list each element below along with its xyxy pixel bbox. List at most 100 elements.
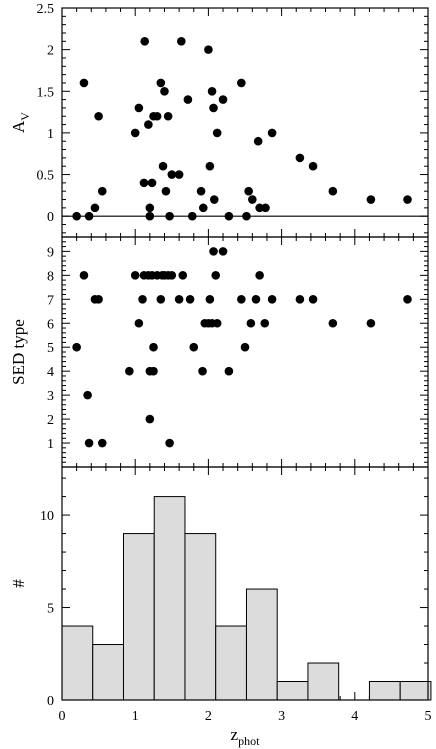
y-tick-label: 5 — [47, 602, 54, 617]
data-point — [209, 195, 219, 204]
data-point — [134, 318, 144, 328]
y-tick-label: 0.5 — [37, 169, 55, 184]
y-tick-label: 1 — [47, 127, 54, 142]
x-tick-label: 4 — [351, 709, 358, 724]
y-axis-label: AV — [9, 112, 32, 133]
panels: 0 0.5 1 1.5 2 2.5 AV 1 2 3 4 5 6 7 8 9 SED type 0 5 10 #0 1 2 3… — [9, 2, 432, 748]
data-point — [130, 271, 140, 280]
data-point — [139, 178, 149, 188]
y-tick-label: 0 — [47, 210, 54, 225]
data-point — [267, 294, 277, 304]
data-point — [255, 271, 264, 280]
data-point — [163, 111, 173, 121]
data-point — [218, 95, 228, 104]
x-axis-label-sub: phot — [238, 734, 260, 748]
data-point — [149, 342, 158, 352]
x-tick-label: 1 — [132, 709, 139, 724]
panel-frame — [61, 236, 429, 468]
data-point — [212, 128, 222, 138]
data-point — [403, 195, 412, 204]
data-point — [145, 414, 155, 424]
data-point — [160, 86, 169, 96]
histogram-bar — [92, 644, 124, 701]
histogram-bar — [184, 533, 217, 701]
data-point — [240, 342, 250, 352]
data-point — [261, 203, 270, 213]
data-point — [328, 186, 338, 196]
data-point — [72, 211, 81, 221]
data-point — [167, 170, 177, 179]
data-point — [140, 37, 150, 46]
y-axis-label: # — [9, 579, 28, 588]
y-tick-label: 8 — [47, 269, 54, 284]
data-point — [174, 170, 184, 179]
y-tick-label: 0 — [47, 694, 54, 709]
histogram-bar — [307, 662, 340, 701]
data-point — [224, 211, 234, 221]
data-point — [174, 294, 184, 304]
y-tick-label: 3 — [47, 389, 54, 404]
y-tick-label: 1 — [47, 437, 54, 452]
data-point — [83, 390, 92, 400]
histogram-bar — [215, 625, 247, 701]
data-point — [134, 103, 144, 113]
panel-1: 0 0.5 1 1.5 2 2.5 AV — [9, 2, 429, 238]
data-point — [161, 186, 171, 196]
data-point — [145, 203, 155, 213]
data-point — [144, 120, 153, 129]
data-point — [84, 438, 94, 448]
y-tick-label: 5 — [47, 341, 54, 356]
data-point — [366, 195, 376, 204]
data-point — [248, 195, 257, 204]
data-point — [125, 366, 134, 376]
histogram-bar — [122, 533, 155, 701]
histogram-bar — [153, 496, 186, 701]
y-axis-label-main: # — [9, 579, 28, 588]
y-tick-label: 4 — [47, 365, 54, 380]
data-point — [295, 294, 305, 304]
data-point — [94, 294, 103, 304]
y-axis-label: SED type — [9, 319, 28, 385]
panel-frame — [61, 466, 429, 701]
y-tick-label: 1.5 — [37, 85, 55, 100]
data-point — [224, 366, 234, 376]
data-point — [295, 153, 305, 163]
y-tick-label: 2.5 — [37, 2, 55, 17]
x-tick-label: 0 — [59, 709, 66, 724]
data-point — [84, 211, 94, 221]
data-point — [237, 294, 246, 304]
x-axis-label-main: z — [231, 725, 239, 744]
data-point — [189, 342, 199, 352]
data-point — [165, 211, 174, 221]
data-point — [79, 78, 89, 88]
histogram-bar — [61, 625, 94, 701]
data-point — [130, 128, 140, 138]
data-point — [198, 203, 208, 213]
data-point — [97, 438, 107, 448]
data-point — [165, 438, 174, 448]
data-point — [177, 37, 186, 46]
data-point — [167, 271, 177, 280]
data-point — [90, 203, 100, 213]
y-axis-label-sub: V — [18, 112, 32, 121]
data-point — [242, 211, 251, 221]
y-tick-label: 6 — [47, 317, 54, 332]
data-point — [158, 161, 168, 171]
data-point — [253, 136, 263, 146]
data-point — [246, 318, 256, 328]
data-point — [212, 318, 222, 328]
data-point — [237, 78, 246, 88]
data-point — [72, 342, 81, 352]
y-tick-label: 10 — [40, 509, 54, 524]
data-point — [156, 78, 166, 88]
data-point — [138, 294, 147, 304]
data-point — [251, 294, 261, 304]
data-point — [149, 366, 158, 376]
data-point — [308, 161, 318, 171]
data-point — [147, 178, 157, 188]
data-point — [209, 247, 218, 256]
y-tick-label: 7 — [47, 293, 54, 308]
data-point — [97, 186, 107, 196]
data-point — [328, 318, 338, 328]
